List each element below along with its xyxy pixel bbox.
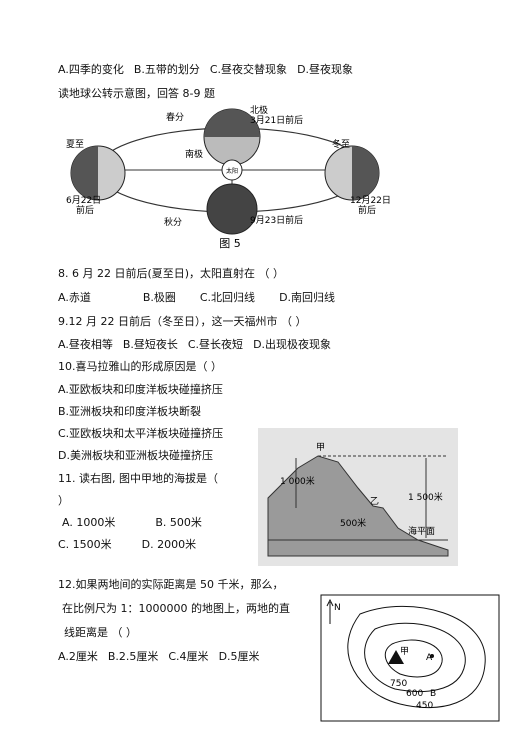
option: A.赤道 [58, 291, 91, 304]
label: 乙 [370, 496, 379, 507]
option: D.昼夜现象 [297, 63, 354, 76]
option: C. 1500米 [58, 538, 112, 551]
options: A.昼夜相等 B.昼短夜长 C.昼长夜短 D.出现极夜现象 [58, 336, 341, 352]
option: A.亚欧板块和印度洋板块碰撞挤压 [58, 383, 223, 396]
label: 500米 [340, 517, 366, 529]
question-stem: 11. 读右图, 图中甲地的海拔是（ [58, 472, 218, 485]
label: 前后 [76, 204, 94, 216]
option: B.昼短夜长 [122, 338, 178, 351]
sun-label: 太阳 [226, 167, 238, 175]
intro-options: A.四季的变化 B.五带的划分 C.昼夜交替现象 D.昼夜现象 [58, 61, 363, 77]
options: A.赤道 B.极圈 C.北回归线 D.南回归线 [58, 289, 345, 305]
option: C.昼夜交替现象 [209, 63, 288, 76]
label: 3月21日前后 [250, 114, 303, 126]
label: 甲 [316, 442, 325, 453]
label: 前后 [358, 204, 376, 216]
label: 甲 [400, 646, 409, 657]
option: B. 500米 [155, 516, 202, 529]
orbit-figure: 太阳 北极 春分 3月21日前后 夏至 冬至 南极 6月22日 前后 12月22… [66, 105, 391, 250]
options: C. 1500米 D. 2000米 [58, 536, 206, 552]
option: D.5厘米 [218, 650, 260, 663]
options: A.2厘米 B.2.5厘米 C.4厘米 D.5厘米 [58, 648, 270, 664]
contour-map: N 甲 A 750 600 B 450 [320, 594, 500, 722]
option: C.北回归线 [199, 291, 256, 304]
option: D. 2000米 [141, 538, 197, 551]
label: 12月22日 [350, 195, 391, 206]
question-stem: 8. 6 月 22 日前后(夏至日)，太阳直射在 （ ） [58, 267, 285, 280]
options: A. 1000米 B. 500米 [62, 514, 212, 530]
label: N [334, 603, 341, 613]
label: 9月23日前后 [250, 214, 303, 226]
question-stem: 在比例尺为 1：1000000 的地图上，两地的直 [62, 602, 290, 615]
caption: 图 5 [219, 237, 241, 250]
label: B [430, 689, 436, 699]
label: A [426, 653, 433, 663]
option: C.4厘米 [168, 650, 209, 663]
option: A. 1000米 [62, 516, 116, 529]
label: 秋分 [164, 216, 182, 228]
instruction: 读地球公转示意图，回答 8-9 题 [58, 87, 215, 100]
label: 冬至 [332, 138, 350, 150]
option: C.昼长夜短 [187, 338, 244, 351]
label: 1 500米 [408, 491, 443, 503]
option: B.五带的划分 [133, 63, 200, 76]
option: D.美洲板块和亚洲板块碰撞挤压 [58, 449, 213, 462]
label: 春分 [166, 111, 184, 123]
option: A.昼夜相等 [58, 338, 113, 351]
option: B.2.5厘米 [107, 650, 159, 663]
option: B.极圈 [142, 291, 176, 304]
option: D.出现极夜现象 [253, 338, 332, 351]
label: 南极 [185, 148, 203, 160]
label: 夏至 [66, 139, 84, 150]
label: 6月22日 [66, 195, 101, 206]
option: A.四季的变化 [58, 63, 124, 76]
label: 450 [416, 701, 433, 711]
option: A.2厘米 [58, 650, 98, 663]
label: 1 000米 [280, 475, 315, 487]
question-stem: 9.12 月 22 日前后（冬至日），这一天福州市 （ ） [58, 315, 307, 328]
profile-figure: 甲 1 000米 乙 500米 1 500米 海平面 [258, 428, 458, 566]
question-stem: 10.喜马拉雅山的形成原因是（ ） [58, 360, 222, 373]
label: 750 [390, 679, 407, 689]
label: 海平面 [408, 525, 435, 537]
option: C.亚欧板块和太平洋板块碰撞挤压 [58, 427, 224, 440]
option: B.亚洲板块和印度洋板块断裂 [58, 405, 202, 418]
question-stem: 12.如果两地间的实际距离是 50 千米，那么， [58, 578, 284, 591]
question-stem: ） [58, 494, 69, 507]
question-stem: 线距离是 （ ） [64, 626, 137, 639]
option: D.南回归线 [279, 291, 336, 304]
label: 600 [406, 689, 423, 699]
label: 北极 [250, 105, 268, 116]
